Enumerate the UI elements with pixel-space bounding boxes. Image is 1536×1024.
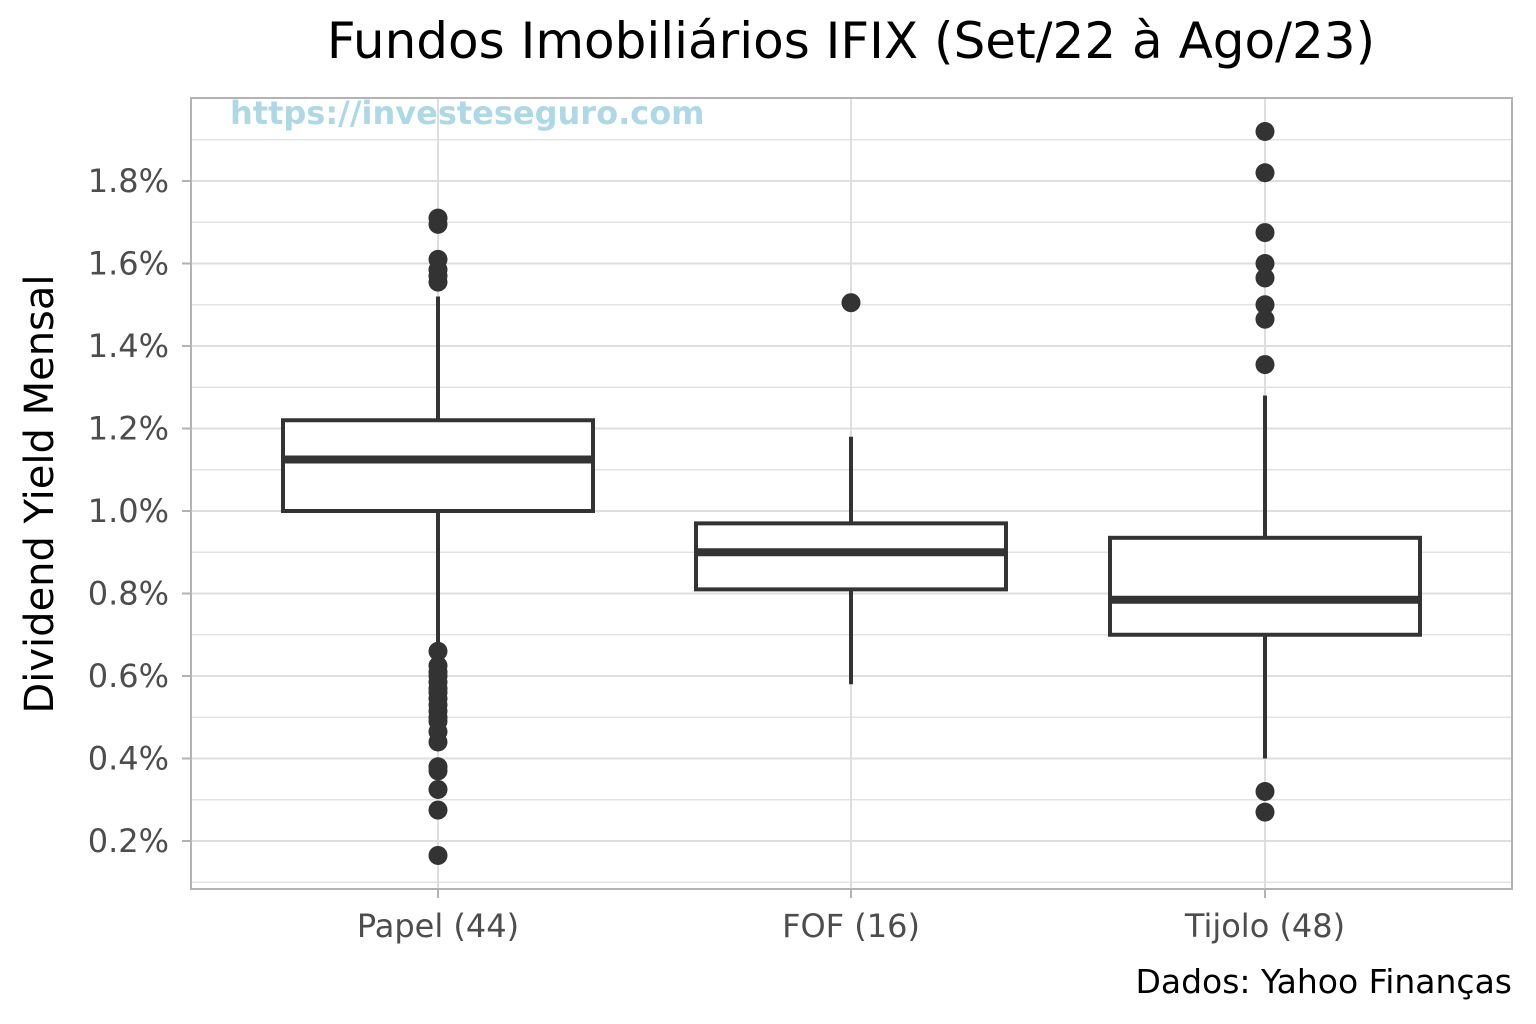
- outlier-point: [428, 272, 448, 292]
- outlier-point: [428, 732, 448, 752]
- y-tick-label: 1.6%: [88, 245, 169, 283]
- y-tick-label: 1.2%: [88, 410, 169, 448]
- box-0: [281, 208, 595, 865]
- y-tick-label: 0.8%: [88, 575, 169, 613]
- box-2: [1108, 122, 1422, 822]
- outlier-point: [1255, 295, 1275, 315]
- outlier-point: [1255, 355, 1275, 375]
- outlier-point: [428, 779, 448, 799]
- watermark: https://investeseguro.com: [230, 94, 705, 132]
- y-tick-label: 1.8%: [88, 162, 169, 200]
- outlier-point: [1255, 223, 1275, 243]
- chart-caption: Dados: Yahoo Finanças: [1135, 962, 1512, 1001]
- axis-ticks: 0.2% 0.4% 0.6% 0.8% 1.0% 1.2% 1.4% 1.6% 1.8% Pape…: [88, 162, 1345, 945]
- outlier-point: [1255, 309, 1275, 329]
- x-tick-label: FOF (16): [782, 907, 920, 945]
- y-tick-label: 0.6%: [88, 657, 169, 695]
- outlier-point: [428, 214, 448, 234]
- outlier-point: [428, 641, 448, 661]
- outlier-point: [1255, 254, 1275, 273]
- y-tick-label: 0.2%: [88, 822, 169, 860]
- x-tick-label: Tijolo (48): [1184, 907, 1345, 945]
- outlier-point: [428, 845, 448, 865]
- y-tick-label: 0.4%: [88, 740, 169, 778]
- outlier-point: [841, 293, 861, 313]
- box-series: [281, 122, 1422, 865]
- outlier-point: [1255, 163, 1275, 183]
- y-tick-label: 1.4%: [88, 327, 169, 365]
- x-tick-label: Papel (44): [357, 907, 519, 945]
- outlier-point: [428, 761, 448, 781]
- outlier-point: [1255, 268, 1275, 288]
- box-1: [694, 293, 1008, 685]
- y-tick-label: 1.0%: [88, 492, 169, 530]
- outlier-point: [428, 800, 448, 820]
- outlier-point: [1255, 802, 1275, 822]
- outlier-point: [1255, 782, 1275, 801]
- chart-title: Fundos Imobiliários IFIX (Set/22 à Ago/2…: [326, 12, 1376, 70]
- outlier-point: [1255, 122, 1275, 141]
